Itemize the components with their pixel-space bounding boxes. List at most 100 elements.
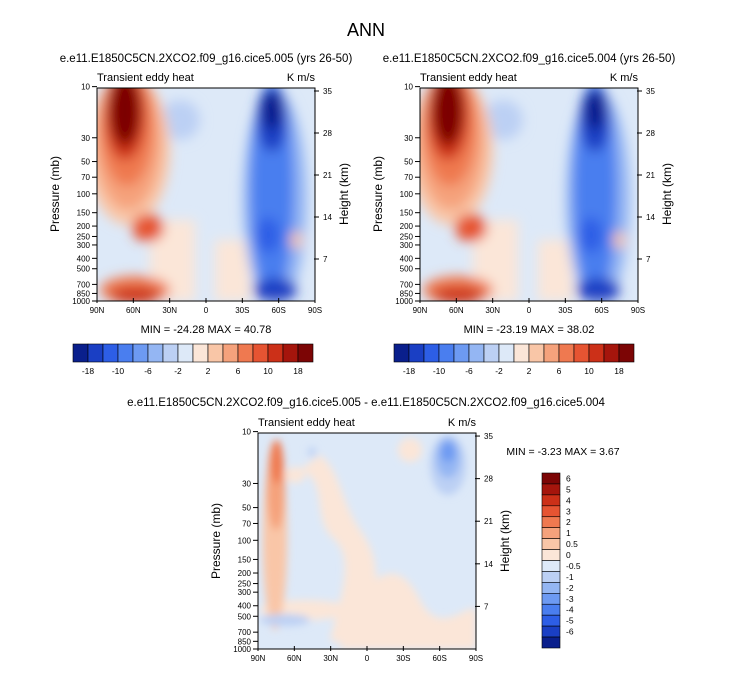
colorbar-label: -2 (174, 366, 182, 376)
y-tick-label: 10 (242, 428, 251, 437)
colorbar-box (543, 343, 560, 363)
panel-3-subtitle-right: K m/s (448, 417, 477, 429)
colorbar-box (498, 343, 515, 363)
y-right-tick-label: 28 (323, 129, 332, 138)
colorbar-box (541, 571, 561, 583)
y-tick-label: 70 (242, 519, 251, 528)
colorbar-box (177, 343, 194, 363)
colorbar-label: 0 (566, 550, 571, 560)
panel-3-ylabel: Pressure (mb) (209, 503, 223, 579)
x-tick-label: 90S (631, 306, 645, 315)
panel-3: e.e11.E1850C5CN.2XCO2.f09_g16.cice5.005 … (127, 397, 620, 663)
colorbar-box (541, 494, 561, 507)
colorbar-box (282, 343, 299, 363)
x-tick-label: 60N (449, 306, 464, 315)
colorbar-label: -10 (433, 366, 446, 376)
x-tick-label: 90N (251, 654, 266, 663)
y-right-tick-label: 14 (323, 213, 332, 222)
x-tick-label: 0 (365, 654, 370, 663)
colorbar-box (453, 343, 470, 363)
colorbar-label: 6 (236, 366, 241, 376)
y-right-tick-label: 35 (646, 87, 655, 96)
y-tick-label: 500 (238, 612, 252, 621)
colorbar-box (222, 343, 239, 363)
colorbar-box (192, 343, 209, 363)
y-right-tick-label: 7 (323, 255, 328, 264)
colorbar-box (267, 343, 284, 363)
colorbar-label: 0.5 (566, 539, 578, 549)
colorbar-label: -6 (144, 366, 152, 376)
colorbar-label: 6 (557, 366, 562, 376)
panel-1-subtitle-right: K m/s (287, 72, 316, 84)
colorbar-box (541, 636, 561, 649)
colorbar-box (541, 603, 561, 616)
y-tick-label: 300 (400, 241, 414, 250)
y-tick-label: 850 (400, 289, 414, 298)
x-tick-label: 60S (433, 654, 447, 663)
colorbar-label: 1 (566, 528, 571, 538)
panel-2: e.e11.E1850C5CN.2XCO2.f09_g16.cice5.004 … (371, 53, 675, 376)
y-tick-label: 250 (238, 580, 252, 589)
colorbar-label: -4 (566, 605, 574, 615)
y-right-tick-label: 21 (484, 517, 493, 526)
panel-1-subtitle-left: Transient eddy heat (97, 72, 194, 84)
colorbar-box (541, 593, 561, 605)
colorbar-box (117, 343, 134, 363)
colorbar-label: 2 (566, 517, 571, 527)
y-tick-label: 700 (400, 280, 414, 289)
colorbar-box (102, 343, 119, 363)
x-tick-label: 90S (469, 654, 483, 663)
y-tick-label: 1000 (395, 297, 413, 306)
y-tick-label: 100 (238, 536, 252, 545)
x-tick-label: 60N (287, 654, 302, 663)
x-tick-label: 30N (323, 654, 338, 663)
y-tick-label: 70 (81, 173, 90, 182)
colorbar-label: -2 (495, 366, 503, 376)
colorbar-box (541, 614, 561, 627)
colorbar-label: 2 (206, 366, 211, 376)
colorbar-label: -18 (403, 366, 416, 376)
panel-2-title: e.e11.E1850C5CN.2XCO2.f09_g16.cice5.004 … (383, 53, 676, 65)
colorbar-box (147, 343, 164, 363)
y-right-tick-label: 28 (484, 475, 493, 484)
y-right-tick-label: 35 (484, 432, 493, 441)
y-tick-label: 200 (238, 569, 252, 578)
y-tick-label: 70 (404, 173, 413, 182)
x-tick-label: 30S (558, 306, 572, 315)
y-tick-label: 850 (77, 289, 91, 298)
colorbar-box (132, 343, 149, 363)
panel-1-ylabel: Pressure (mb) (48, 156, 62, 232)
colorbar-label: -3 (566, 594, 574, 604)
colorbar-box (573, 343, 590, 363)
colorbar-label: -6 (465, 366, 473, 376)
colorbar-box (393, 343, 410, 363)
panel-2-stats: MIN = -23.19 MAX = 38.02 (464, 324, 595, 336)
panel-3-field (258, 433, 476, 649)
y-tick-label: 400 (77, 254, 91, 263)
colorbar-box (87, 343, 104, 363)
x-tick-label: 30S (235, 306, 249, 315)
colorbar-label: -6 (566, 627, 574, 637)
x-tick-label: 0 (527, 306, 532, 315)
colorbar-box (513, 343, 530, 363)
y-right-tick-label: 28 (646, 129, 655, 138)
panel-1-title: e.e11.E1850C5CN.2XCO2.f09_g16.cice5.005 … (60, 53, 353, 65)
y-right-tick-label: 21 (323, 171, 332, 180)
colorbar-label: 3 (566, 506, 571, 516)
colorbar-box (541, 527, 561, 539)
y-tick-label: 250 (400, 232, 414, 241)
colorbar-label: -1 (566, 572, 574, 582)
x-tick-label: 0 (204, 306, 209, 315)
y-tick-label: 400 (238, 602, 252, 611)
y-tick-label: 50 (404, 158, 413, 167)
x-tick-label: 90N (413, 306, 428, 315)
panel-1-field (97, 88, 315, 301)
y-tick-label: 300 (77, 241, 91, 250)
colorbar-label: 5 (566, 484, 571, 494)
colorbar-box (483, 343, 500, 363)
x-tick-label: 60S (272, 306, 286, 315)
colorbar-box (468, 343, 485, 363)
x-tick-label: 60N (126, 306, 141, 315)
colorbar-box (541, 505, 561, 518)
